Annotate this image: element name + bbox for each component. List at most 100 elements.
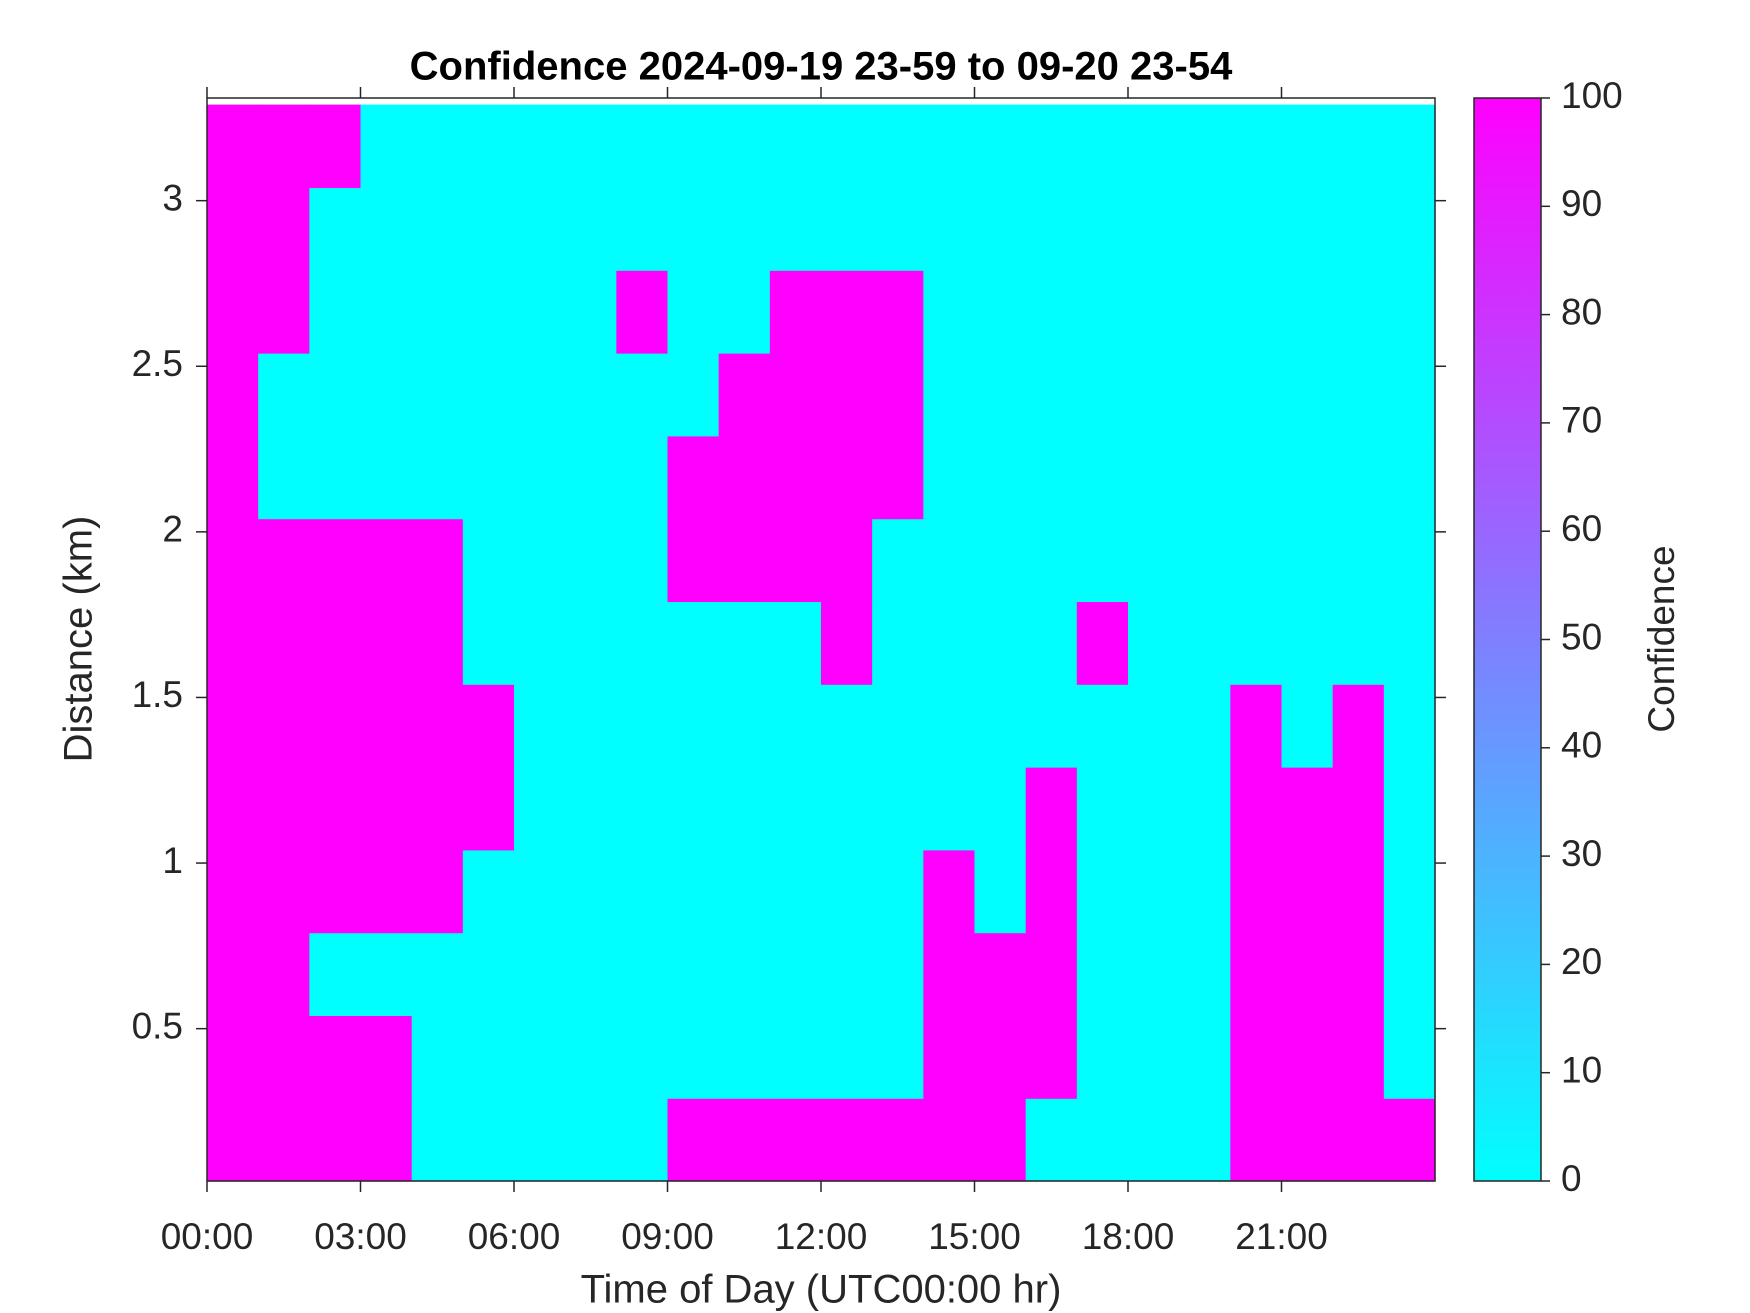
heatmap-cell	[1179, 1015, 1231, 1099]
heatmap-cell	[360, 187, 413, 271]
y-tick-label: 2.5	[132, 343, 183, 384]
heatmap-cell	[1332, 601, 1385, 685]
heatmap-cell	[1076, 187, 1129, 271]
heatmap-cell	[309, 1015, 362, 1099]
heatmap-cell	[1383, 518, 1436, 603]
heatmap-cell	[769, 353, 822, 437]
heatmap-cell	[872, 187, 924, 271]
heatmap-cell	[872, 518, 924, 603]
heatmap-cell	[923, 104, 976, 189]
heatmap-cell	[1076, 932, 1129, 1017]
heatmap-cell	[207, 353, 259, 437]
heatmap-cell	[360, 849, 413, 934]
heatmap-cell	[1281, 187, 1334, 271]
heatmap-cell	[974, 518, 1027, 603]
heatmap-cell	[872, 1015, 924, 1099]
heatmap-cell	[923, 1015, 976, 1099]
heatmap-cell	[667, 187, 720, 271]
heatmap-cell	[1128, 1098, 1180, 1182]
heatmap-cell	[821, 684, 873, 768]
heatmap-cell	[1076, 849, 1129, 934]
heatmap-cell	[1128, 849, 1180, 934]
heatmap-cell	[718, 518, 771, 603]
colorbar-tick-label: 60	[1561, 508, 1602, 549]
heatmap-cell	[1025, 932, 1078, 1017]
heatmap-cell	[360, 104, 413, 189]
y-tick-label: 0.5	[132, 1005, 183, 1046]
heatmap-cell	[1128, 684, 1180, 768]
heatmap-cell	[667, 353, 720, 437]
heatmap-cell	[258, 187, 310, 271]
colorbar-tick-label: 80	[1561, 291, 1602, 332]
heatmap-cell	[1383, 187, 1436, 271]
heatmap-cell	[462, 1015, 515, 1099]
heatmap-cell	[1076, 518, 1129, 603]
heatmap-cell	[411, 518, 464, 603]
heatmap-cell	[1025, 518, 1078, 603]
heatmap-cell	[1128, 601, 1180, 685]
heatmap-cell	[1128, 767, 1180, 851]
y-tick-label: 1.5	[132, 674, 183, 715]
heatmap-cell	[1025, 353, 1078, 437]
heatmap-cell	[1128, 435, 1180, 520]
heatmap-cell	[923, 932, 976, 1017]
heatmap-cell	[718, 435, 771, 520]
heatmap-cell	[1179, 104, 1231, 189]
heatmap-cell	[923, 435, 976, 520]
heatmap-cell	[565, 187, 617, 271]
heatmap-cell	[616, 353, 669, 437]
heatmap-cell	[207, 849, 259, 934]
colorbar-tick-label: 10	[1561, 1049, 1602, 1090]
heatmap-cell	[872, 767, 924, 851]
heatmap-cell	[769, 601, 822, 685]
heatmap-cell	[1128, 187, 1180, 271]
heatmap-cell	[1230, 435, 1283, 520]
heatmap-cell	[462, 932, 515, 1017]
heatmap-cell	[309, 435, 362, 520]
heatmap-cell	[411, 932, 464, 1017]
heatmap-cell	[1281, 1015, 1334, 1099]
heatmap-cell	[565, 1098, 617, 1182]
heatmap-cell	[974, 684, 1027, 768]
heatmap-cell	[769, 684, 822, 768]
heatmap-cell	[411, 1098, 464, 1182]
colorbar-tick-label: 90	[1561, 183, 1602, 224]
heatmap-cell	[462, 1098, 515, 1182]
heatmap-cell	[667, 932, 720, 1017]
heatmap-cell	[769, 932, 822, 1017]
heatmap-cell	[1076, 601, 1129, 685]
heatmap-cell	[207, 684, 259, 768]
heatmap-cell	[1230, 601, 1283, 685]
heatmap-cell	[1025, 435, 1078, 520]
heatmap-cell	[360, 270, 413, 354]
heatmap-cell	[1025, 104, 1078, 189]
heatmap-cell	[1230, 270, 1283, 354]
heatmap-cell	[462, 104, 515, 189]
heatmap-cell	[1383, 601, 1436, 685]
heatmap-cell	[411, 435, 464, 520]
heatmap-cell	[872, 849, 924, 934]
heatmap-cell	[514, 187, 566, 271]
heatmap-cell	[1332, 1015, 1385, 1099]
heatmap-cell	[514, 1098, 566, 1182]
heatmap-cell	[718, 767, 771, 851]
heatmap-cell	[462, 353, 515, 437]
heatmap-cell	[923, 849, 976, 934]
heatmap-cell	[1128, 1015, 1180, 1099]
heatmap-cell	[718, 601, 771, 685]
chart-title: Confidence 2024-09-19 23-59 to 09-20 23-…	[410, 45, 1233, 89]
heatmap-cell	[718, 104, 771, 189]
heatmap-cell	[565, 270, 617, 354]
heatmap-cell	[872, 601, 924, 685]
heatmap-cell	[258, 849, 310, 934]
heatmap-cell	[769, 1015, 822, 1099]
heatmap-cell	[565, 104, 617, 189]
heatmap-cell	[1128, 353, 1180, 437]
heatmap-cell	[769, 767, 822, 851]
heatmap-cell	[1076, 270, 1129, 354]
heatmap-cell	[974, 104, 1027, 189]
heatmap-cell	[411, 601, 464, 685]
x-tick-label: 12:00	[775, 1216, 868, 1257]
heatmap-cell	[974, 270, 1027, 354]
heatmap-cell	[1128, 270, 1180, 354]
